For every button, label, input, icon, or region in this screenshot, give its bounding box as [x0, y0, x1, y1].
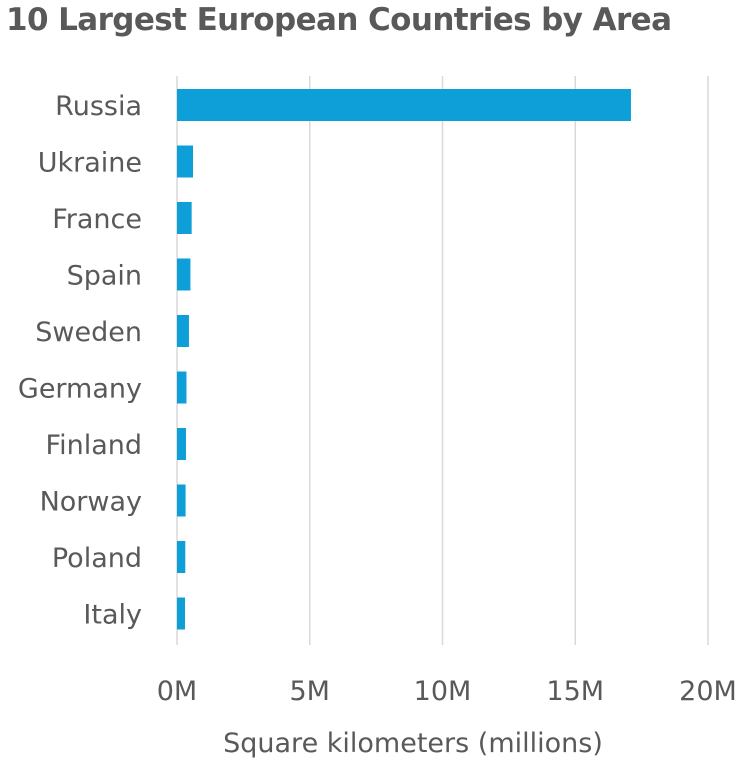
gridlines — [176, 76, 709, 645]
category-label: Poland — [52, 543, 142, 574]
bar — [177, 89, 631, 121]
chart-title: 10 Largest European Countries by Area — [6, 2, 672, 38]
bar — [177, 371, 187, 404]
category-label: Italy — [83, 600, 142, 631]
category-label: Norway — [40, 487, 142, 518]
x-axis-title: Square kilometers (millions) — [223, 728, 603, 759]
bar — [177, 258, 191, 291]
bars — [177, 89, 631, 630]
category-labels: Russia Ukraine France Spain Sweden Germany Fin… — [18, 91, 142, 631]
x-tick-label: 0M — [157, 676, 197, 707]
bar — [177, 145, 194, 178]
x-tick-label: 10M — [414, 676, 472, 707]
category-label: Sweden — [35, 317, 142, 348]
bar — [177, 484, 186, 517]
bar — [177, 202, 192, 234]
category-label: Ukraine — [38, 148, 142, 179]
bar — [177, 428, 186, 460]
bar — [177, 315, 189, 347]
x-tick-label: 15M — [546, 676, 604, 707]
x-tick-label: 20M — [679, 676, 737, 707]
x-tick-label: 5M — [290, 676, 330, 707]
bar — [177, 541, 186, 573]
category-label: France — [52, 204, 142, 235]
category-label: Germany — [18, 374, 142, 405]
bar — [177, 597, 186, 630]
category-label: Finland — [46, 430, 142, 461]
category-label: Russia — [55, 91, 142, 122]
category-label: Spain — [67, 261, 142, 292]
x-tick-labels: 0M 5M 10M 15M 20M — [157, 676, 737, 707]
